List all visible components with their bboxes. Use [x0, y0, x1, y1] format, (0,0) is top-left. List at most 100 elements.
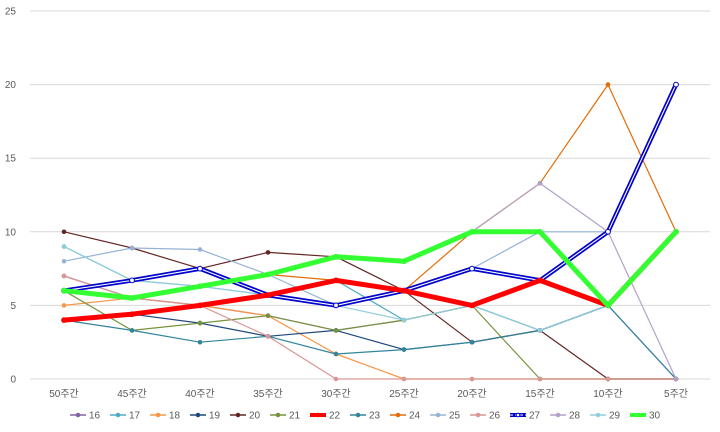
data-point-22 — [61, 317, 67, 324]
legend-entry-21: 21 — [270, 411, 301, 422]
data-point-30 — [537, 228, 543, 235]
y-tick-label: 20 — [5, 80, 17, 91]
legend-marker — [235, 412, 241, 418]
series-line-24 — [63, 83, 677, 299]
legend-label: 29 — [609, 411, 621, 422]
data-point-30 — [61, 287, 67, 294]
series-line-25 — [63, 83, 677, 306]
x-tick-label: 30주간 — [321, 388, 351, 400]
data-point-27 — [333, 302, 339, 309]
x-tick-label: 50주간 — [49, 388, 79, 400]
data-point-18 — [61, 303, 67, 308]
series-line-20 — [63, 231, 677, 380]
legend-label: 17 — [129, 411, 141, 422]
legend-marker — [635, 412, 641, 418]
data-point-28 — [673, 376, 679, 382]
data-point-29 — [537, 328, 543, 333]
series-lines — [61, 81, 679, 382]
legend-label: 16 — [89, 411, 101, 422]
data-point-22 — [129, 311, 135, 318]
data-point-27 — [469, 265, 475, 272]
x-tick-label: 15주간 — [525, 388, 555, 400]
legend-entry-20: 20 — [230, 411, 261, 422]
legend-marker — [515, 412, 521, 418]
legend-label: 24 — [409, 411, 421, 422]
legend-marker — [75, 412, 81, 418]
data-point-30 — [673, 228, 679, 235]
data-point-26 — [469, 376, 475, 382]
x-axis-tick-labels: 50주간 45주간 40주간 35주간 30주간 25주간 20주간 15주간 10주간 5주간 — [49, 388, 688, 400]
series-line-30 — [61, 229, 679, 308]
data-point-21 — [333, 328, 339, 333]
data-point-30 — [401, 258, 407, 265]
legend: 16 17 18 19 20 21 22 23 24 25 26 27 28 29 30 — [70, 411, 661, 422]
legend-marker — [555, 412, 561, 418]
legend-marker — [475, 412, 481, 418]
legend-entry-22: 22 — [310, 411, 341, 422]
data-point-30 — [469, 228, 475, 235]
y-axis-tick-labels: 0 5 10 15 20 25 — [5, 7, 17, 386]
legend-label: 22 — [329, 411, 341, 422]
series-line-26 — [63, 275, 677, 380]
x-tick-label: 25주간 — [389, 388, 419, 400]
legend-label: 27 — [529, 411, 541, 422]
legend-label: 26 — [489, 411, 501, 422]
legend-entry-25: 25 — [430, 411, 461, 422]
legend-entry-19: 19 — [190, 411, 221, 422]
legend-entry-29: 29 — [590, 411, 621, 422]
legend-label: 30 — [649, 411, 661, 422]
data-point-30 — [197, 283, 203, 290]
data-point-23 — [197, 339, 203, 345]
data-point-26 — [333, 376, 339, 382]
series-line-23 — [63, 304, 677, 380]
data-point-30 — [333, 253, 339, 260]
series-line-inner-27 — [63, 84, 677, 306]
data-point-22 — [401, 287, 407, 294]
legend-marker — [355, 412, 361, 418]
legend-entry-27: 27 — [510, 411, 541, 422]
data-point-27 — [605, 228, 611, 235]
data-point-21 — [265, 313, 271, 319]
legend-marker — [275, 412, 281, 418]
x-tick-label: 45주간 — [117, 388, 147, 400]
y-tick-label: 15 — [5, 154, 17, 165]
data-point-26 — [401, 376, 407, 382]
x-tick-label: 10주간 — [593, 388, 623, 400]
series-line-22 — [61, 229, 679, 323]
legend-entry-17: 17 — [110, 411, 141, 422]
y-tick-label: 25 — [5, 7, 17, 18]
data-point-21 — [197, 320, 203, 326]
data-point-23 — [401, 347, 407, 352]
legend-marker — [435, 412, 441, 418]
data-point-22 — [537, 277, 543, 284]
data-point-24 — [605, 82, 611, 87]
data-point-25 — [61, 258, 67, 264]
legend-label: 19 — [209, 411, 221, 422]
legend-label: 23 — [369, 411, 381, 422]
legend-entry-28: 28 — [550, 411, 581, 422]
data-point-26 — [537, 376, 543, 382]
legend-marker — [395, 412, 401, 418]
x-tick-label: 40주간 — [185, 388, 215, 400]
legend-entry-30: 30 — [630, 411, 661, 422]
data-point-25 — [197, 247, 203, 252]
data-point-27 — [673, 81, 679, 88]
data-point-30 — [265, 271, 271, 278]
data-point-30 — [129, 295, 135, 301]
series-23 — [61, 303, 679, 382]
series-line-27 — [61, 82, 679, 308]
data-point-27 — [197, 265, 203, 272]
x-tick-label: 35주간 — [253, 388, 283, 400]
data-point-25 — [129, 245, 135, 251]
data-point-28 — [537, 180, 543, 186]
y-tick-label: 0 — [10, 375, 16, 386]
legend-entry-26: 26 — [470, 411, 501, 422]
data-point-30 — [605, 302, 611, 309]
legend-marker — [315, 412, 321, 418]
data-point-29 — [61, 244, 67, 249]
data-point-26 — [605, 376, 611, 382]
data-point-22 — [333, 277, 339, 284]
data-point-26 — [61, 273, 67, 279]
y-tick-label: 5 — [10, 301, 16, 312]
